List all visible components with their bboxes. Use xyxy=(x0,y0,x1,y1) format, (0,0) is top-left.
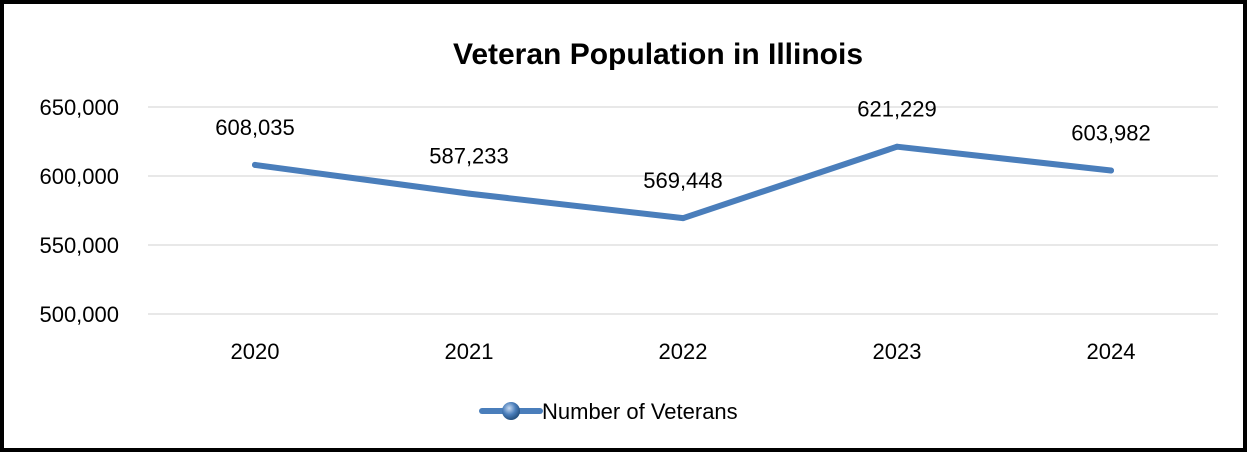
data-label: 621,229 xyxy=(857,97,937,122)
data-point xyxy=(1108,167,1114,174)
gridlines xyxy=(148,106,1218,315)
legend-label: Number of Veterans xyxy=(542,399,738,424)
legend: Number of Veterans xyxy=(479,399,738,424)
x-tick-label: 2023 xyxy=(873,339,922,364)
y-tick-label: 600,000 xyxy=(39,164,119,189)
series-layer xyxy=(252,143,1114,222)
y-tick-label: 550,000 xyxy=(39,233,119,258)
data-point xyxy=(252,161,258,168)
data-point xyxy=(466,190,472,197)
data-label: 608,035 xyxy=(215,115,295,140)
data-labels: 608,035 587,233 569,448 621,229 603,982 xyxy=(215,97,1151,193)
data-point xyxy=(680,215,686,222)
x-tick-label: 2020 xyxy=(231,339,280,364)
data-label: 569,448 xyxy=(643,168,723,193)
x-tick-label: 2022 xyxy=(659,339,708,364)
y-tick-label: 500,000 xyxy=(39,302,119,327)
data-label: 603,982 xyxy=(1071,121,1151,146)
x-tick-label: 2021 xyxy=(445,339,494,364)
x-tick-label: 2024 xyxy=(1087,339,1136,364)
chart-title: Veteran Population in Illinois xyxy=(453,38,863,71)
y-tick-label: 650,000 xyxy=(39,95,119,120)
y-axis-ticks: 650,000 600,000 550,000 500,000 xyxy=(39,95,119,327)
legend-marker-icon xyxy=(502,402,520,420)
data-point xyxy=(894,143,900,150)
x-axis-ticks: 2020 2021 2022 2023 2024 xyxy=(231,339,1136,364)
data-label: 587,233 xyxy=(429,144,509,169)
